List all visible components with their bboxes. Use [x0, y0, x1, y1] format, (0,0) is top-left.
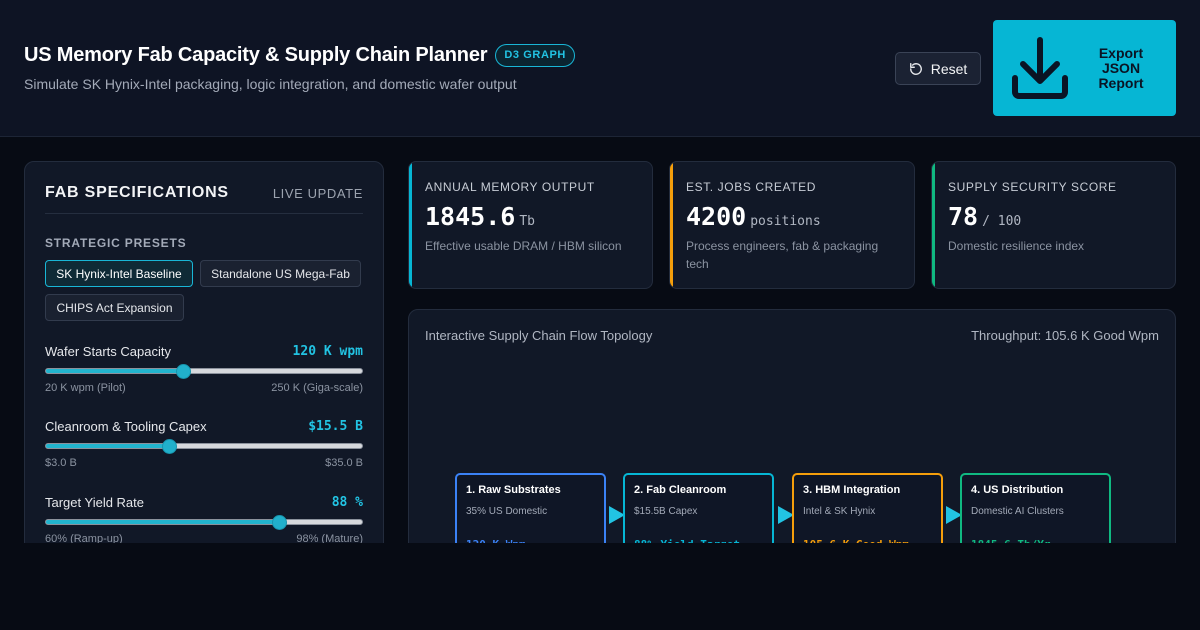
download-icon [1012, 37, 1068, 99]
wafer-starts-value: 120 K wpm [292, 344, 363, 359]
kpi-note: Effective usable DRAM / HBM silicon [425, 239, 622, 253]
kpi-value: 4200 [686, 202, 747, 231]
kpi-accent-bar [409, 162, 412, 288]
kpi-note: Domestic resilience index [948, 239, 1085, 253]
kpi-unit: Tb [519, 214, 535, 229]
kpi-note: Process engineers, fab & packaging tech [686, 239, 879, 271]
node-title: 2. Fab Cleanroom [634, 484, 727, 496]
preset-chips-act-expansion[interactable]: CHIPS Act Expansion [45, 294, 184, 321]
capex-max: $35.0 B [325, 457, 363, 469]
reset-button[interactable]: Reset [895, 52, 981, 85]
reset-icon [909, 62, 922, 75]
slider-fill [46, 444, 170, 448]
node-subtitle: Intel & SK Hynix [803, 506, 876, 517]
kpi-value: 1845.6 [425, 202, 516, 231]
preset-sk-hynix-intel-baseline[interactable]: SK Hynix-Intel Baseline [45, 260, 193, 287]
bottom-background [0, 543, 1200, 630]
kpi-accent-bar [932, 162, 935, 288]
kpi-value: 78 [948, 202, 979, 231]
kpi-unit: / 100 [982, 214, 1022, 229]
kpi-card-supply-security: SUPPLY SECURITY SCORE 78 / 100 Domestic … [931, 161, 1176, 289]
kpi-label: SUPPLY SECURITY SCORE [948, 180, 1117, 194]
node-title: 1. Raw Substrates [466, 484, 561, 496]
kpi-value-row: 4200 positions [686, 202, 821, 231]
yield-min: 60% (Ramp-up) [45, 533, 123, 545]
kpi-value-row: 1845.6 Tb [425, 202, 535, 231]
title-row: US Memory Fab Capacity & Supply Chain Pl… [24, 44, 575, 67]
live-update-label: LIVE UPDATE [272, 186, 363, 201]
flow-arrow [609, 506, 625, 524]
panel-title: FAB SPECIFICATIONS [45, 184, 229, 201]
topology-title: Interactive Supply Chain Flow Topology [425, 328, 653, 343]
page-title: US Memory Fab Capacity & Supply Chain Pl… [24, 44, 488, 66]
fab-specifications-panel: FAB SPECIFICATIONS LIVE UPDATE STRATEGIC… [24, 161, 384, 561]
flow-arrow [778, 506, 794, 524]
d3-graph-badge: D3 GRAPH [495, 44, 575, 67]
kpi-accent-bar [670, 162, 673, 288]
slider-fill [46, 369, 184, 373]
reset-label: Reset [930, 60, 968, 77]
yield-label: Target Yield Rate [45, 495, 145, 510]
kpi-card-memory-output: ANNUAL MEMORY OUTPUT 1845.6 Tb Effective… [408, 161, 653, 289]
capex-slider[interactable] [45, 439, 363, 454]
page-subtitle: Simulate SK Hynix-Intel packaging, logic… [24, 76, 517, 92]
kpi-unit: positions [750, 214, 821, 229]
node-subtitle: 35% US Domestic [466, 506, 548, 517]
wafer-starts-max: 250 K (Giga-scale) [271, 382, 363, 394]
slider-thumb[interactable] [271, 515, 287, 530]
kpi-value-row: 78 / 100 [948, 202, 1021, 231]
slider-fill [46, 520, 279, 524]
capex-value: $15.5 B [308, 419, 363, 434]
yield-slider[interactable] [45, 515, 363, 530]
slider-thumb[interactable] [176, 364, 192, 379]
wafer-starts-label: Wafer Starts Capacity [45, 344, 171, 359]
panel-header: FAB SPECIFICATIONS LIVE UPDATE [45, 184, 363, 214]
flow-arrow [946, 506, 962, 524]
capex-label: Cleanroom & Tooling Capex [45, 419, 207, 434]
slider-thumb[interactable] [162, 439, 178, 454]
app-header: US Memory Fab Capacity & Supply Chain Pl… [0, 0, 1200, 137]
kpi-card-jobs-created: EST. JOBS CREATED 4200 positions Process… [669, 161, 915, 289]
kpi-label: ANNUAL MEMORY OUTPUT [425, 180, 595, 194]
wafer-starts-slider[interactable] [45, 364, 363, 379]
presets-label: STRATEGIC PRESETS [45, 236, 187, 250]
kpi-label: EST. JOBS CREATED [686, 180, 817, 194]
preset-standalone-us-mega-fab[interactable]: Standalone US Mega-Fab [200, 260, 361, 287]
yield-value: 88 % [331, 495, 363, 510]
node-title: 4. US Distribution [971, 484, 1064, 496]
node-title: 3. HBM Integration [803, 484, 901, 496]
yield-max: 98% (Mature) [296, 533, 363, 545]
node-subtitle: Domestic AI Clusters [971, 506, 1064, 517]
throughput-readout: Throughput: 105.6 K Good Wpm [971, 328, 1159, 343]
supply-chain-topology-panel: Interactive Supply Chain Flow Topology T… [408, 309, 1176, 569]
export-json-button[interactable]: Export JSON Report [993, 20, 1176, 116]
capex-min: $3.0 B [45, 457, 77, 469]
wafer-starts-min: 20 K wpm (Pilot) [45, 382, 126, 394]
export-label: Export JSON Report [1098, 45, 1144, 91]
node-subtitle: $15.5B Capex [634, 506, 698, 517]
